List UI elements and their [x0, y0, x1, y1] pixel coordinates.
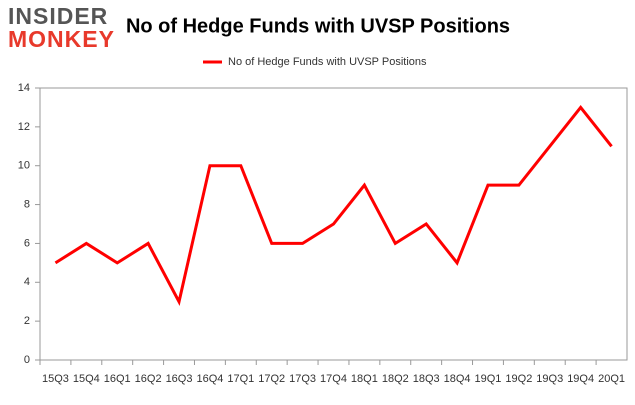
legend-label: No of Hedge Funds with UVSP Positions	[228, 56, 427, 68]
x-tick-label: 19Q3	[536, 373, 563, 385]
y-tick-label: 12	[18, 121, 30, 133]
y-tick-label: 4	[24, 276, 30, 288]
x-tick-label: 19Q1	[475, 373, 502, 385]
x-tick-label: 17Q1	[227, 373, 254, 385]
chart-title: No of Hedge Funds with UVSP Positions	[126, 15, 510, 37]
y-tick-label: 10	[18, 160, 30, 172]
x-tick-label: 15Q3	[42, 373, 69, 385]
x-tick-label: 17Q4	[320, 373, 347, 385]
x-tick-label: 15Q4	[73, 373, 100, 385]
logo-top: INSIDER	[8, 3, 108, 29]
x-tick-label: 18Q4	[444, 373, 471, 385]
x-tick-label: 20Q1	[598, 373, 625, 385]
x-tick-label: 16Q3	[166, 373, 193, 385]
x-tick-label: 17Q3	[289, 373, 316, 385]
x-tick-label: 18Q2	[382, 373, 409, 385]
y-tick-label: 8	[24, 198, 30, 210]
x-tick-label: 18Q3	[413, 373, 440, 385]
y-tick-label: 0	[24, 354, 30, 366]
y-tick-label: 2	[24, 315, 30, 327]
y-tick-label: 6	[24, 237, 30, 249]
x-tick-label: 18Q1	[351, 373, 378, 385]
x-tick-label: 16Q1	[104, 373, 131, 385]
plot-frame	[39, 87, 628, 361]
x-tick-label: 19Q4	[567, 373, 594, 385]
x-tick-label: 16Q2	[135, 373, 162, 385]
logo-bottom: MONKEY	[8, 26, 115, 52]
x-tick-label: 16Q4	[196, 373, 223, 385]
y-tick-label: 14	[18, 82, 30, 94]
x-tick-label: 19Q2	[505, 373, 532, 385]
data-line	[54, 105, 613, 306]
x-tick-label: 17Q2	[258, 373, 285, 385]
